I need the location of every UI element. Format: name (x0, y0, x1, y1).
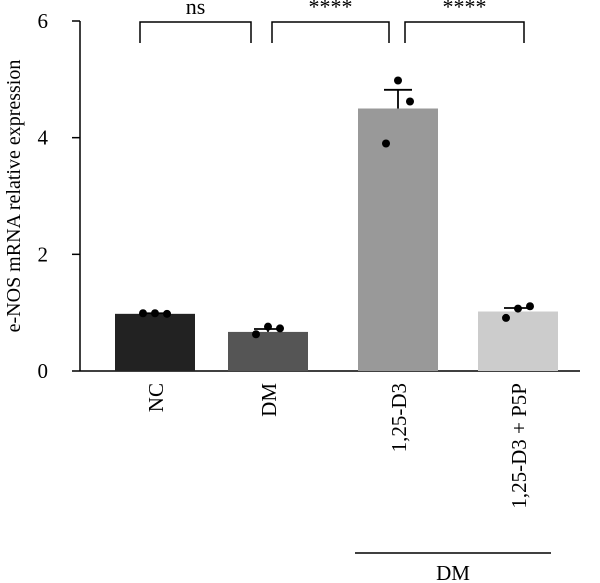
group-bracket: DM (355, 552, 551, 583)
bar (358, 108, 438, 371)
bar (115, 313, 195, 371)
error-bars (141, 88, 532, 332)
x-tick-label: 1,25-D3 (387, 383, 411, 452)
data-point (139, 309, 147, 318)
y-tick-label: 0 (38, 359, 49, 383)
group-label: DM (436, 561, 470, 583)
y-tick-label: 2 (38, 242, 49, 266)
data-point (502, 313, 510, 322)
x-tick-labels: NC DM 1,25-D3 1,25-D3 + P5P (144, 383, 531, 509)
data-point (526, 302, 534, 311)
y-axis-label: e-NOS mRNA relative expression (3, 60, 25, 333)
x-tick-label: NC (144, 383, 168, 412)
bar (228, 331, 308, 371)
data-points (139, 76, 534, 339)
significance-bracket (271, 21, 390, 43)
data-point (276, 324, 284, 333)
x-tick-label: DM (257, 383, 281, 417)
data-point (151, 309, 159, 318)
significance-brackets: ns **** **** (139, 0, 525, 43)
bars (115, 108, 558, 371)
data-point (382, 139, 390, 148)
data-point (163, 309, 171, 318)
bar (478, 311, 558, 371)
significance-label: ns (186, 0, 206, 19)
data-point (406, 97, 414, 106)
significance-bracket (404, 21, 525, 43)
y-tick-label: 4 (38, 126, 49, 150)
significance-label: **** (443, 0, 487, 19)
data-point (394, 76, 402, 85)
y-tick-label: 6 (38, 9, 49, 33)
data-point (514, 304, 522, 313)
significance-bracket (139, 21, 252, 43)
data-point (252, 330, 260, 339)
data-point (264, 322, 272, 331)
significance-label: **** (309, 0, 353, 19)
x-tick-label: 1,25-D3 + P5P (507, 383, 531, 509)
